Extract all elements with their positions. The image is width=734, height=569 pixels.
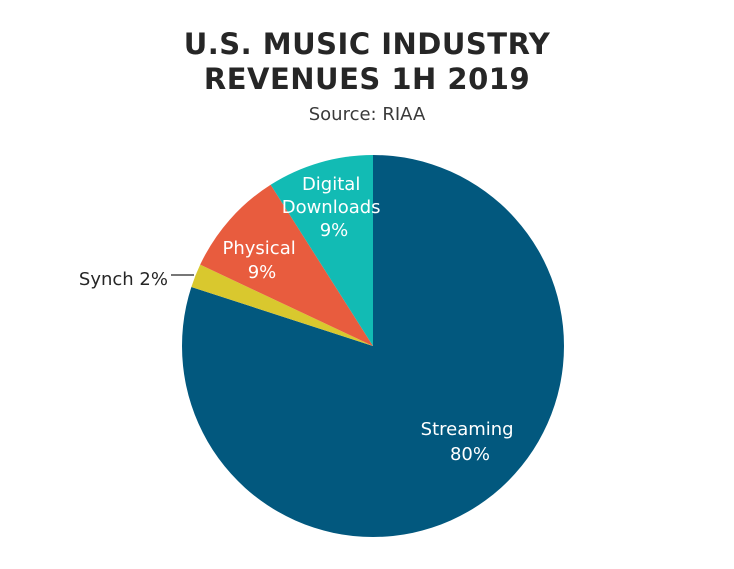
slice-label-physical-value: 9% xyxy=(248,262,277,283)
chart-title-line-1: U.S. MUSIC INDUSTRY xyxy=(183,27,551,61)
slice-label-physical-name: Physical xyxy=(223,238,296,259)
slice-label-digital-downloads-line-1: Digital xyxy=(302,174,360,195)
slice-label-streaming-value: 80% xyxy=(450,444,490,465)
slice-label-physical: Physical 9% xyxy=(223,238,302,283)
slice-label-synch-line: Synch 2% xyxy=(79,269,168,290)
pie-slice-synch xyxy=(191,264,373,346)
slice-label-streaming: Streaming 80% xyxy=(421,419,520,465)
pie-slice-physical xyxy=(200,184,373,346)
slice-label-streaming-name: Streaming xyxy=(421,419,514,440)
slice-label-digital-downloads-line-2: Downloads xyxy=(282,197,381,218)
chart-title-line-2: REVENUES 1H 2019 xyxy=(203,62,531,96)
slice-label-digital-downloads: Digital Downloads 9% xyxy=(282,174,387,241)
pie-slices xyxy=(182,155,565,537)
slice-label-digital-downloads-line-3: 9% xyxy=(320,220,349,241)
chart-subtitle: Source: RIAA xyxy=(308,104,426,125)
pie-slice-digital-downloads xyxy=(270,155,373,346)
slice-label-synch: Synch 2% xyxy=(79,269,168,290)
